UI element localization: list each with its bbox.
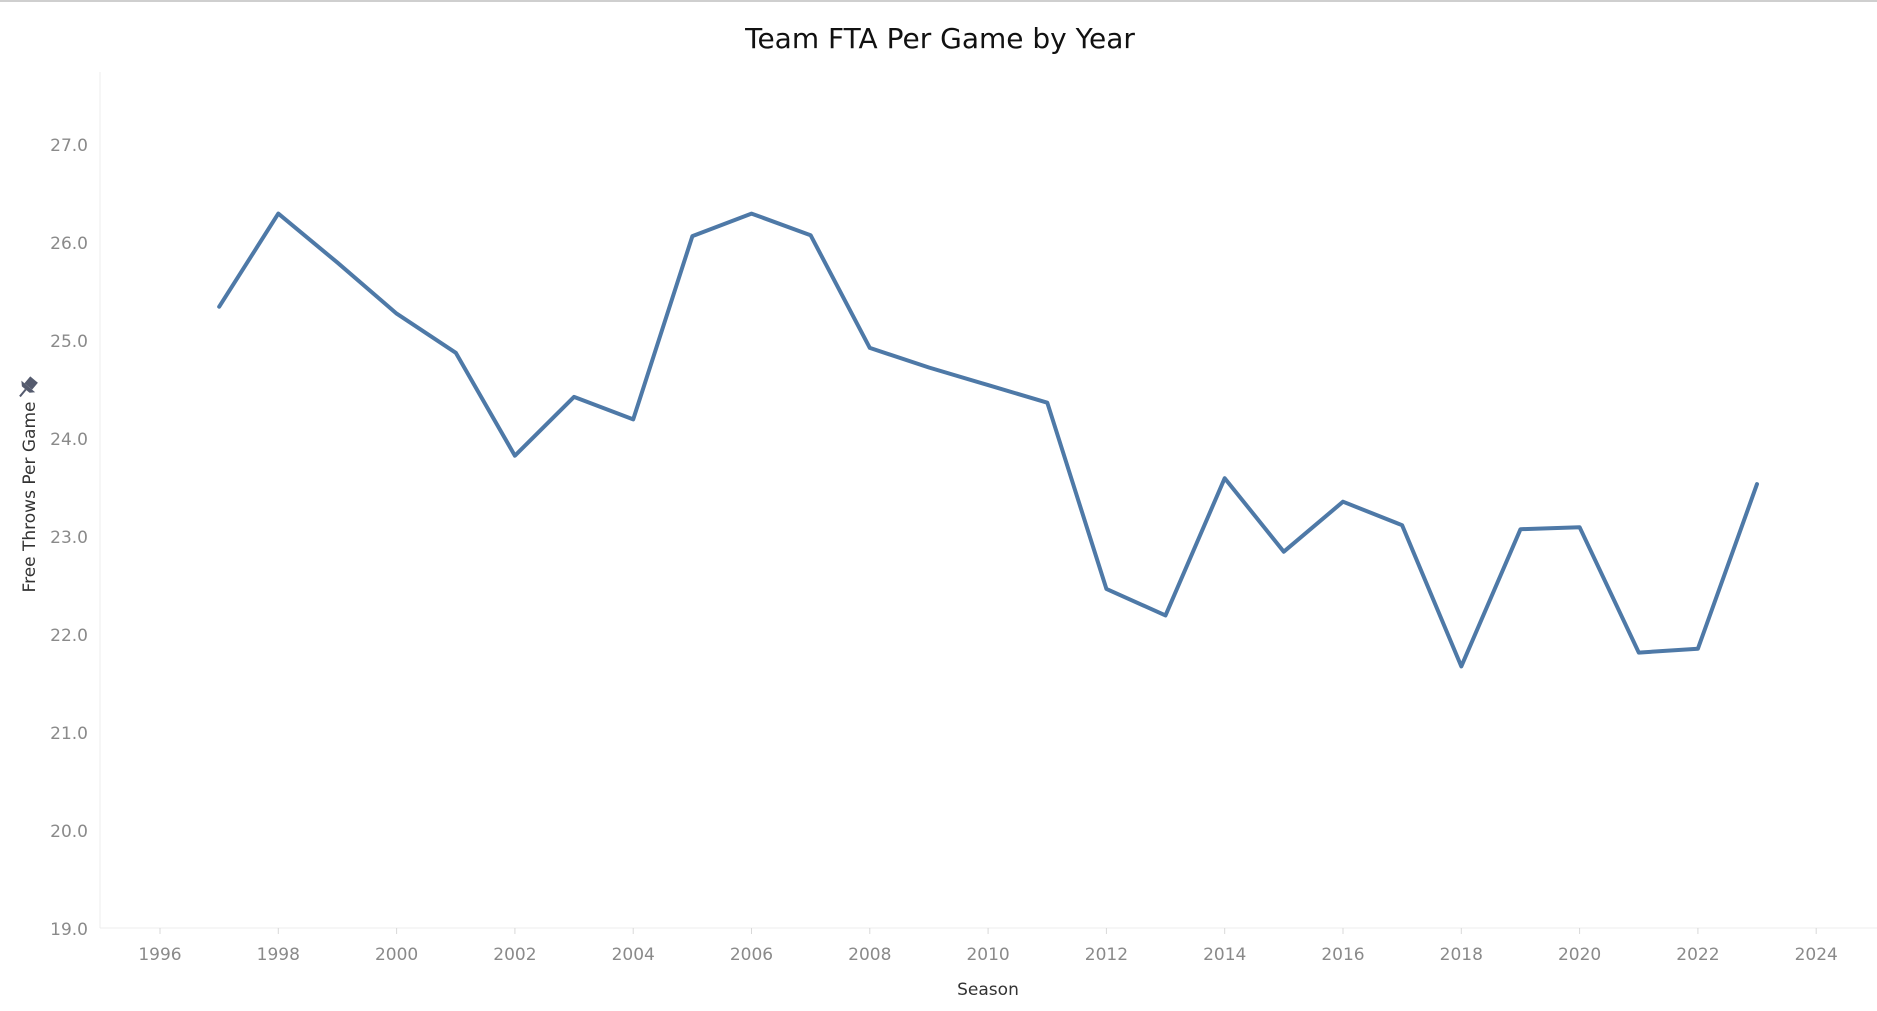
data-point[interactable] xyxy=(1633,647,1645,659)
x-tick-label: 2018 xyxy=(1440,945,1483,965)
y-tick-label: 22.0 xyxy=(50,626,88,646)
pin-icon[interactable] xyxy=(13,374,41,402)
data-point[interactable] xyxy=(509,450,521,462)
data-point[interactable] xyxy=(1278,546,1290,558)
data-point[interactable] xyxy=(1515,523,1527,535)
x-tick-label: 2010 xyxy=(966,945,1009,965)
data-point[interactable] xyxy=(923,362,935,374)
x-tick-label: 2000 xyxy=(375,945,418,965)
x-tick-label: 2024 xyxy=(1795,945,1838,965)
data-point[interactable] xyxy=(1396,519,1408,531)
data-point[interactable] xyxy=(805,229,817,241)
x-tick-label: 2016 xyxy=(1321,945,1364,965)
y-tick-label: 26.0 xyxy=(50,234,88,254)
y-tick-label: 25.0 xyxy=(50,332,88,352)
data-point[interactable] xyxy=(1337,496,1349,508)
x-tick-label: 2008 xyxy=(848,945,891,965)
data-point[interactable] xyxy=(213,301,225,313)
chart-title: Team FTA Per Game by Year xyxy=(744,22,1135,55)
data-point[interactable] xyxy=(686,230,698,242)
x-tick-label: 1998 xyxy=(257,945,300,965)
y-tick-label: 23.0 xyxy=(50,528,88,548)
data-point[interactable] xyxy=(1692,643,1704,655)
y-tick-labels: 19.0 20.0 21.0 22.0 23.0 24.0 25.0 26.0 27.0 xyxy=(50,136,88,940)
data-point[interactable] xyxy=(864,342,876,354)
data-point[interactable] xyxy=(450,347,462,359)
data-point[interactable] xyxy=(1455,660,1467,672)
data-point[interactable] xyxy=(391,308,403,320)
x-tick-label: 2020 xyxy=(1558,945,1601,965)
series-group xyxy=(213,208,1763,672)
data-point[interactable] xyxy=(1751,478,1763,490)
series-line[interactable] xyxy=(217,211,1759,669)
y-tick-label: 24.0 xyxy=(50,430,88,450)
x-tick-labels: 1996 1998 2000 2002 2004 2006 2008 2010 2012 2014… xyxy=(138,945,1837,965)
data-point[interactable] xyxy=(1574,521,1586,533)
y-tick-label: 20.0 xyxy=(50,822,88,842)
x-tick-label: 2012 xyxy=(1085,945,1128,965)
data-point[interactable] xyxy=(982,379,994,391)
data-point[interactable] xyxy=(627,413,639,425)
x-axis-title: Season xyxy=(957,980,1019,1000)
x-tick-label: 1996 xyxy=(138,945,181,965)
data-point[interactable] xyxy=(1160,609,1172,621)
y-tick-label: 27.0 xyxy=(50,136,88,156)
data-point[interactable] xyxy=(746,208,758,220)
data-point[interactable] xyxy=(331,257,343,269)
x-tick-label: 2006 xyxy=(730,945,773,965)
x-tick-label: 2022 xyxy=(1676,945,1719,965)
top-border xyxy=(0,0,1877,2)
data-point[interactable] xyxy=(1219,472,1231,484)
y-tick-label: 19.0 xyxy=(50,920,88,940)
data-point[interactable] xyxy=(272,208,284,220)
x-tick-marks xyxy=(159,928,1817,934)
data-point[interactable] xyxy=(1100,583,1112,595)
x-tick-label: 2004 xyxy=(612,945,655,965)
y-tick-label: 21.0 xyxy=(50,724,88,744)
data-point[interactable] xyxy=(1041,397,1053,409)
x-tick-label: 2014 xyxy=(1203,945,1246,965)
data-point[interactable] xyxy=(568,391,580,403)
y-axis-title: Free Throws Per Game xyxy=(20,402,40,593)
x-tick-label: 2002 xyxy=(493,945,536,965)
